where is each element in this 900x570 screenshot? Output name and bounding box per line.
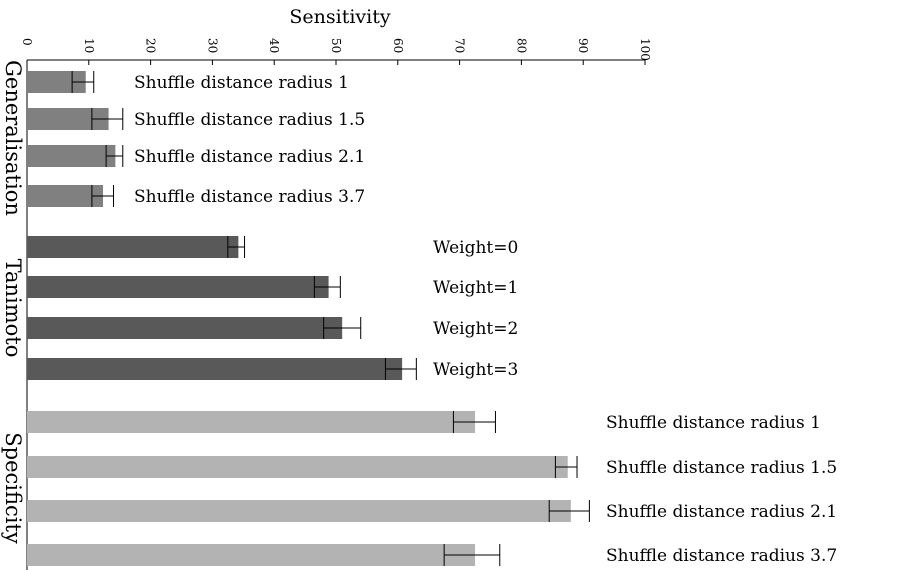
x-tick-label: 60	[391, 38, 405, 53]
bars-layer	[27, 71, 590, 566]
x-tick-label: 0	[20, 38, 34, 46]
x-tick-label: 30	[205, 38, 219, 53]
group-label: Generalisation	[1, 60, 25, 216]
bar-label: Weight=2	[433, 319, 518, 339]
bar	[27, 185, 104, 207]
bar	[27, 145, 116, 167]
bar-label: Weight=1	[433, 278, 518, 298]
bar-label: Weight=3	[433, 360, 518, 380]
x-tick-label: 80	[514, 38, 528, 53]
bar	[27, 71, 86, 93]
bar-label: Weight=0	[433, 238, 518, 258]
x-tick-label: 70	[453, 38, 467, 53]
bar-label: Shuffle distance radius 3.7	[606, 546, 837, 566]
bar	[27, 276, 329, 298]
bar	[27, 317, 343, 339]
bar	[27, 411, 476, 433]
x-tick-label: 90	[576, 38, 590, 53]
bar-label: Shuffle distance radius 2.1	[606, 502, 837, 522]
bar-label: Shuffle distance radius 1.5	[134, 110, 365, 130]
bar	[27, 236, 239, 258]
bar	[27, 108, 109, 130]
x-tick-label: 10	[82, 38, 96, 53]
group-label: Tanimoto	[1, 259, 25, 358]
bar-label: Shuffle distance radius 3.7	[134, 187, 365, 207]
bar-label: Shuffle distance radius 1	[134, 73, 349, 93]
x-tick-label: 40	[267, 38, 281, 53]
x-tick-label: 100	[638, 38, 652, 61]
bar	[27, 500, 571, 522]
chart-title: Sensitivity	[289, 6, 390, 28]
bar	[27, 358, 403, 380]
x-axis: 0 10 20 30 40 50 60 70 80 90 100	[20, 38, 652, 570]
labels-layer: Generalisation Shuffle distance radius 1 S…	[1, 60, 837, 566]
x-tick-label: 20	[144, 38, 158, 53]
bar-label: Shuffle distance radius 2.1	[134, 147, 365, 167]
bar-label: Shuffle distance radius 1	[606, 413, 821, 433]
group-label: Specificity	[1, 432, 25, 544]
bar	[27, 456, 568, 478]
bar	[27, 544, 476, 566]
x-tick-label: 50	[329, 38, 343, 53]
bar-label: Shuffle distance radius 1.5	[606, 458, 837, 478]
